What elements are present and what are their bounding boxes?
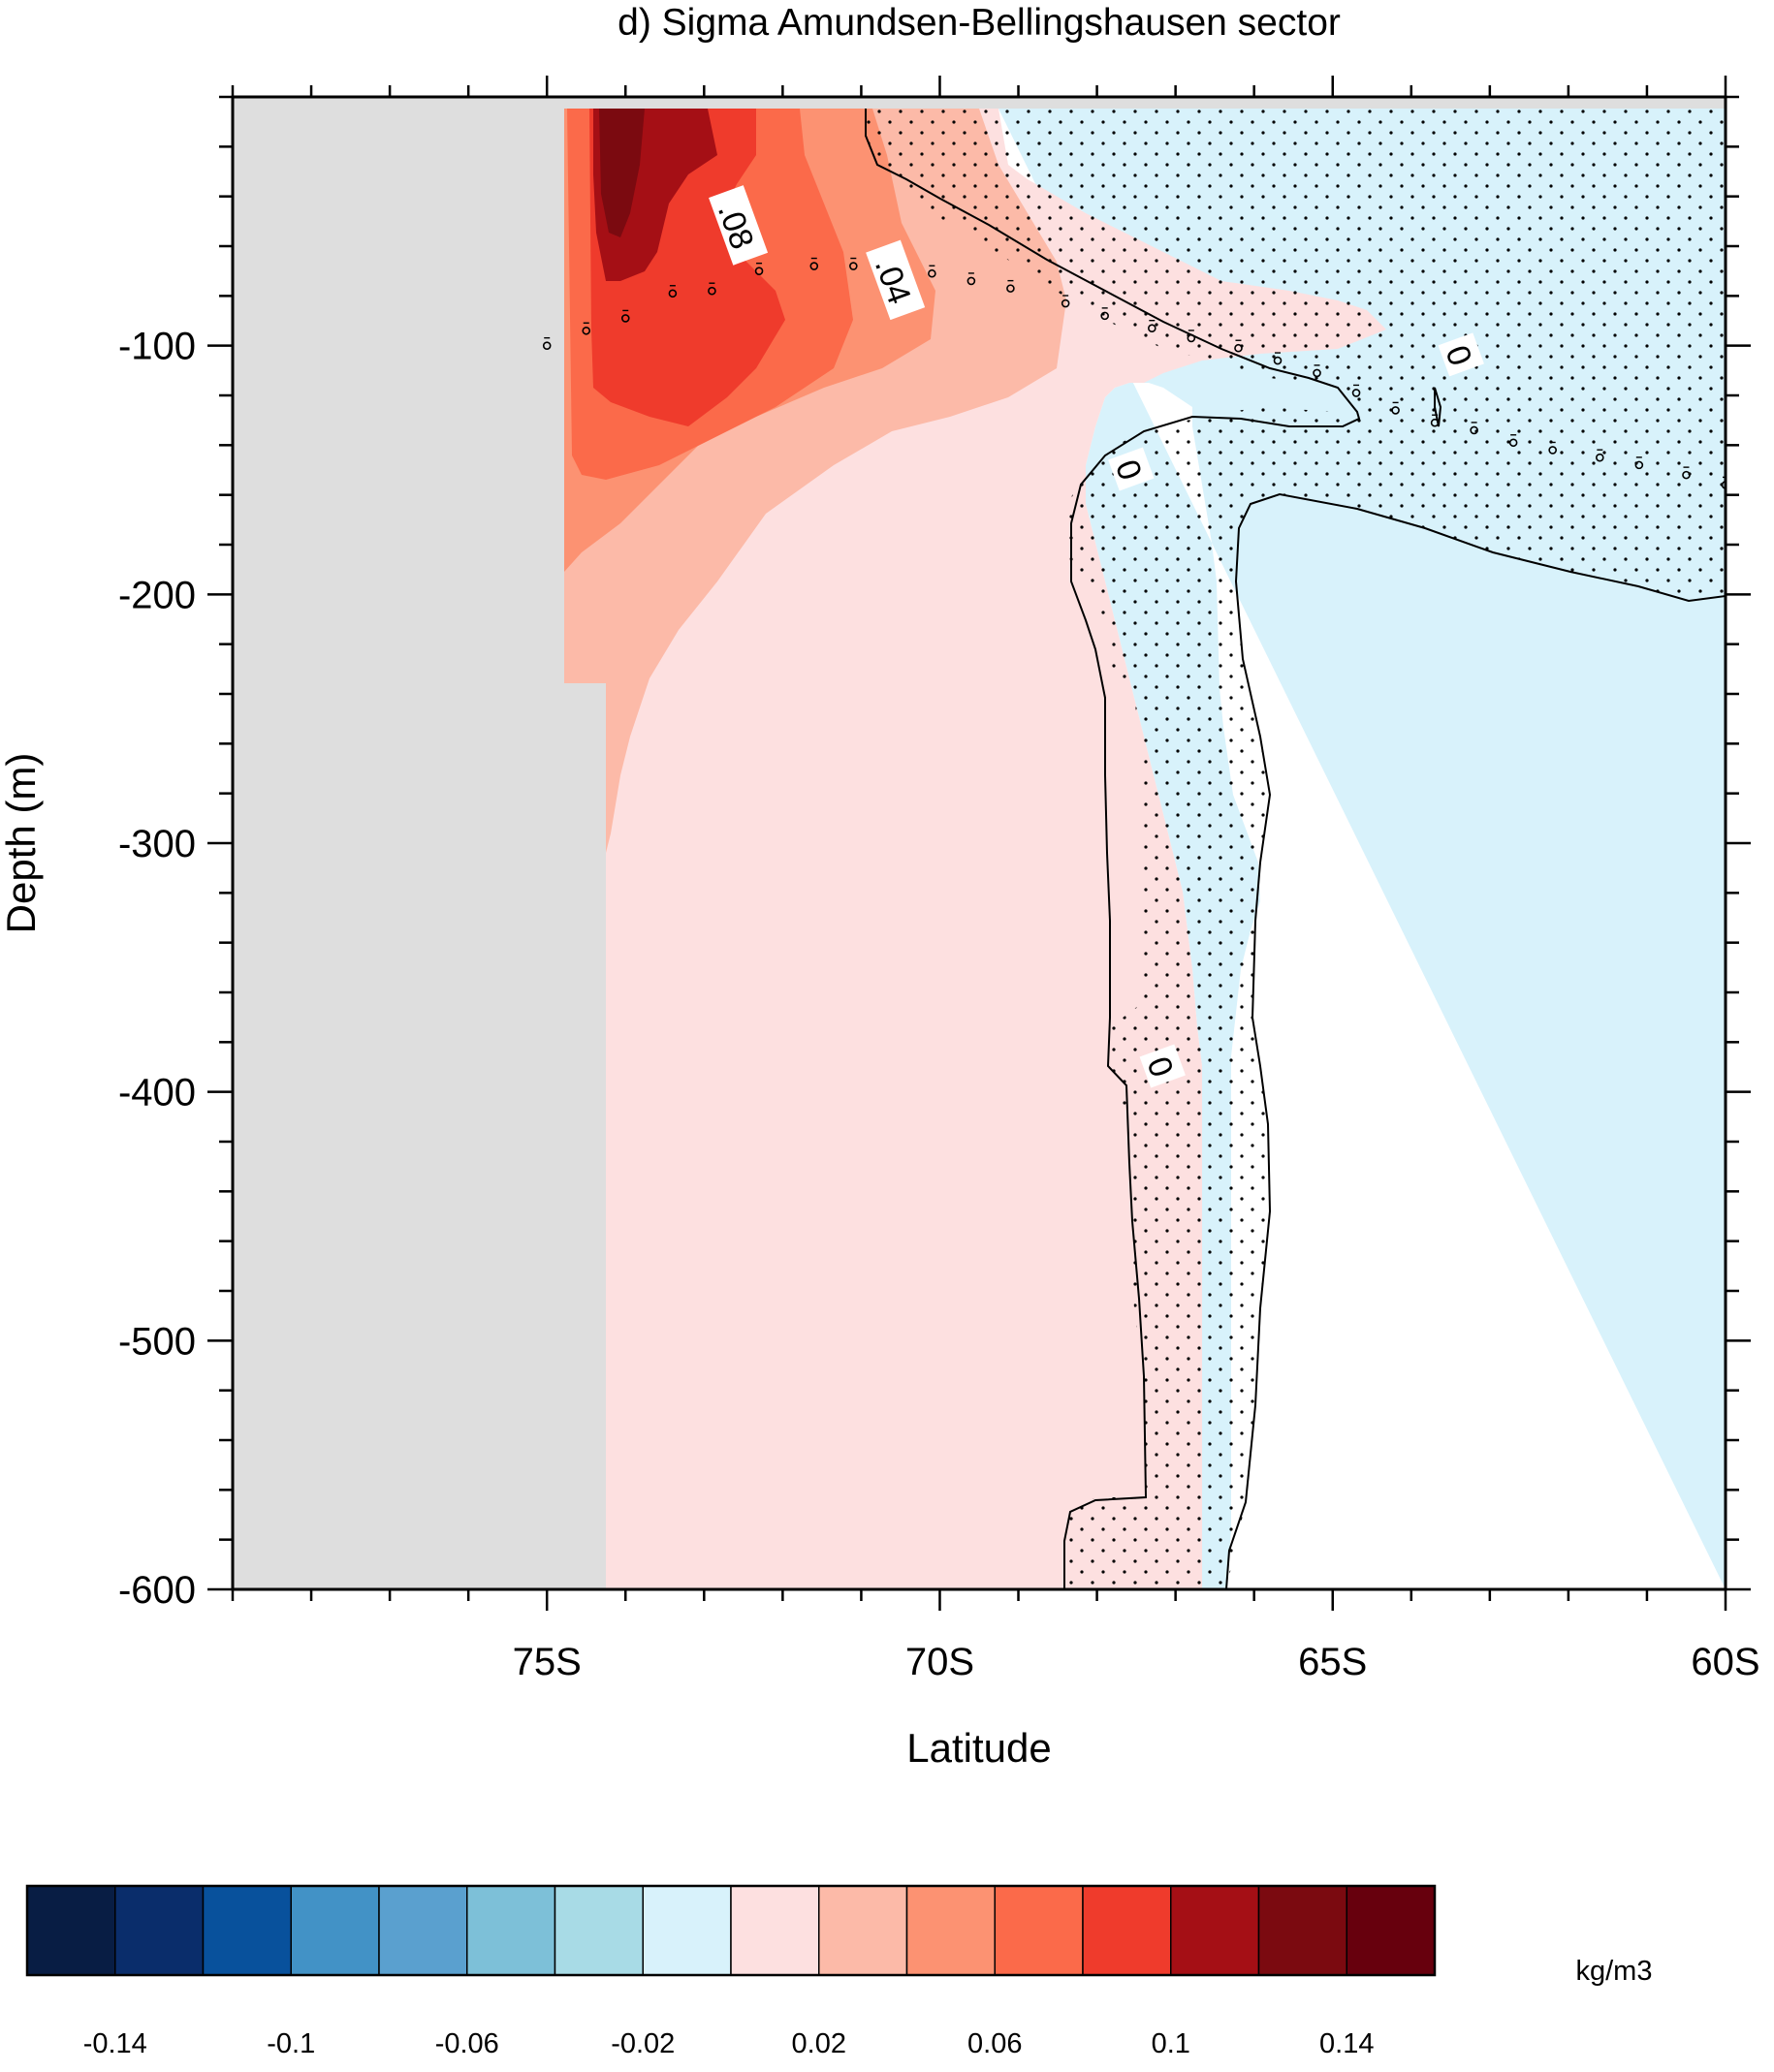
colorbar-tick-label: -0.1 [267, 2028, 315, 2059]
mixed-layer-point [1430, 418, 1440, 427]
mixed-layer-point [668, 289, 678, 298]
mixed-layer-point [1682, 470, 1691, 480]
colorbar-swatch [554, 1885, 644, 1976]
mixed-layer-point [849, 262, 858, 270]
contour-label: 0 [1139, 1044, 1186, 1088]
y-tick-label: -300 [118, 823, 196, 865]
mixed-layer-point [1313, 368, 1321, 378]
mixed-layer-point [1548, 446, 1557, 455]
stipple-significance-region [863, 109, 1726, 1589]
colorbar-swatch [290, 1885, 380, 1976]
colorbar-swatch [1257, 1885, 1347, 1976]
mixed-layer-point [582, 326, 591, 335]
colorbar-tick-label: -0.14 [83, 2028, 147, 2059]
contour-line-zero-lower [1225, 492, 1726, 1589]
x-tick-label: 75S [513, 1641, 582, 1683]
mixed-layer-point [1273, 356, 1283, 365]
region-level-0.12-0.14 [599, 109, 645, 237]
y-tick-label: -400 [118, 1072, 196, 1114]
colorbar-tick-label: 0.06 [967, 2028, 1022, 2059]
colorbar: -0.14 -0.1 -0.06 -0.02 0.02 0.06 0.1 0.14 [25, 1884, 1437, 2059]
contour-label-box [1108, 447, 1155, 491]
mixed-layer-point [1148, 324, 1156, 333]
mixed-layer-point [1721, 481, 1726, 489]
colorbar-swatch [1346, 1885, 1436, 1976]
contour-label-box [866, 239, 926, 321]
mixed-layer-point [1634, 460, 1644, 470]
y-tick-label: -100 [118, 326, 196, 368]
mixed-layer-point [754, 267, 764, 275]
x-tick-label: 65S [1298, 1641, 1367, 1683]
y-axis-label: Depth (m) [0, 753, 44, 934]
x-axis-label: Latitude [906, 1725, 1051, 1771]
mixed-layer-point [1596, 453, 1604, 462]
colorbar-tick-label: 0.14 [1319, 2028, 1374, 2059]
colorbar-swatch [1170, 1885, 1260, 1976]
mixed-layer-point [1234, 343, 1243, 353]
contour-label-box [709, 185, 769, 266]
x-tick-label: 70S [905, 1641, 974, 1683]
y-tick-label: -600 [118, 1569, 196, 1612]
y-tick-label: -200 [118, 574, 196, 616]
chart-title: d) Sigma Amundsen-Bellingshausen sector [618, 2, 1341, 44]
mixed-layer-point [966, 276, 976, 286]
colorbar-swatch [730, 1885, 820, 1976]
region-land-mask [233, 97, 606, 1589]
colorbar-swatch [818, 1885, 908, 1976]
colorbar-swatch [994, 1885, 1084, 1976]
mixed-layer-point [928, 268, 936, 278]
contour-label-box [1438, 332, 1484, 377]
contour-line-zero-upper [865, 109, 1361, 1589]
mixed-layer-point [1100, 311, 1109, 321]
mixed-layer-point [620, 314, 630, 323]
colorbar-swatch [466, 1885, 556, 1976]
contour-label: 0 [1108, 447, 1155, 491]
x-tick-label: 60S [1691, 1641, 1759, 1683]
mixed-layer-point [1351, 389, 1361, 397]
mixed-layer-point [1006, 284, 1015, 293]
y-tick-label: -500 [118, 1320, 196, 1363]
colorbar-tick-label: -0.06 [435, 2028, 499, 2059]
colorbar-frame [25, 1884, 1437, 1977]
mixed-layer-point [542, 341, 552, 350]
mixed-layer-point [708, 286, 716, 296]
region-land-mask-top [564, 97, 1726, 109]
colorbar-swatch [114, 1885, 205, 1976]
mixed-layer-point [809, 262, 819, 270]
colorbar-swatch [642, 1885, 732, 1976]
contour-label: 0 [1438, 332, 1484, 377]
colorbar-swatch [202, 1885, 292, 1976]
mixed-layer-point [1061, 298, 1070, 308]
mixed-layer-point [1508, 438, 1518, 448]
colorbar-swatch [905, 1885, 996, 1976]
colorbar-swatch [1082, 1885, 1172, 1976]
colorbar-swatch [378, 1885, 468, 1976]
mixed-layer-point [1391, 406, 1400, 415]
mixed-layer-point [1470, 425, 1478, 435]
contour-label-box [1139, 1044, 1186, 1088]
colorbar-tick-label: 0.02 [792, 2028, 846, 2059]
colorbar-swatch [26, 1885, 116, 1976]
colorbar-tick-label: -0.02 [611, 2028, 675, 2059]
colorbar-tick-label: 0.1 [1152, 2028, 1190, 2059]
contour-line-small-loop [1434, 387, 1442, 427]
colorbar-units: kg/m3 [1576, 1956, 1653, 1987]
mixed-layer-point [1187, 333, 1196, 343]
